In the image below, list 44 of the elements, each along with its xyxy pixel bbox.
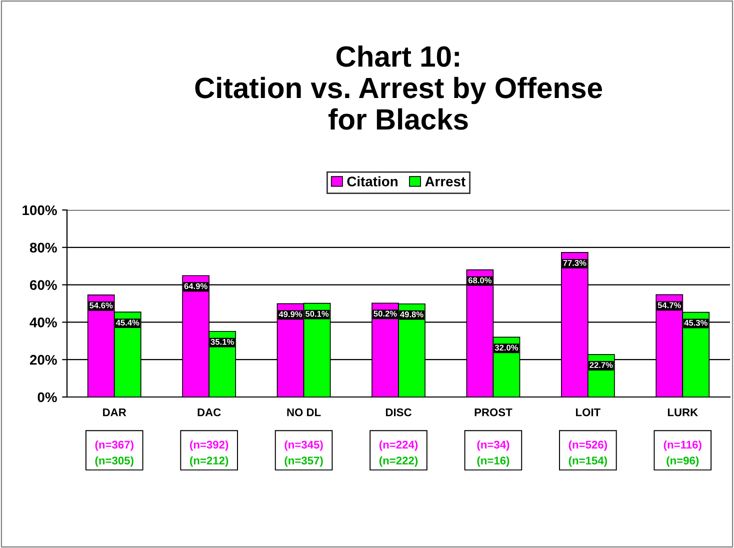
x-tick-label: DAC [198,408,221,416]
data-label: 50.2% [374,310,397,317]
x-tick-label: NO DL [287,408,321,416]
y-tick-label: 0% [38,392,57,402]
text: (n=212) [190,456,228,467]
text: (n=345) [284,440,323,451]
x-tick-label: DISC [386,408,412,416]
data-label: 50.1% [305,310,329,317]
data-label: 32.0% [494,344,518,351]
text: (n=16) [477,456,510,467]
y-tick-label: 100% [22,205,57,216]
data-label: 68.0% [468,277,492,284]
data-label: 54.7% [658,302,681,308]
y-tick-label: 40% [30,318,57,328]
data-label: 64.9% [184,283,208,290]
y-tick-label: 80% [30,242,57,253]
data-label: 22.7% [590,362,613,368]
data-label: 45.3% [684,320,708,326]
text: (n=116) [664,440,702,451]
x-tick-label: LOIT [576,408,600,416]
legend-label: Citation [347,176,398,186]
text: (n=526) [568,440,607,451]
chart-title: Chart 10: Citation vs. Arrest by Offense for Blacks [195,45,602,130]
text: (n=357) [284,456,323,467]
data-label: 35.1% [210,338,234,345]
text: (n=392) [190,440,228,451]
x-tick-label: PROST [474,408,512,416]
text: (n=224) [379,440,418,451]
y-tick-label: 20% [30,354,57,365]
text: (n=154) [568,456,607,467]
text: (n=367) [95,440,134,451]
text: (n=96) [666,456,699,467]
data-label: 77.3% [563,260,586,266]
text: (n=305) [95,456,134,467]
y-tick-label: 60% [30,280,57,290]
data-label: 49.9% [278,311,302,318]
x-tick-label: LURK [668,408,698,416]
text: (n=34) [477,440,510,451]
x-tick-label: DAR [103,408,126,416]
data-label: 49.8% [400,311,424,318]
legend-label: Arrest [425,176,466,186]
text: (n=222) [379,456,418,467]
data-label: 54.6% [90,302,113,308]
data-label: 45.4% [116,320,140,326]
